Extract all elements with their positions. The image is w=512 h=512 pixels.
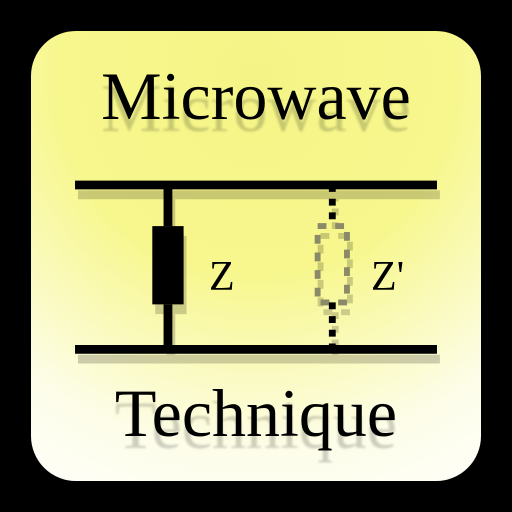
title-bottom: Technique (31, 374, 481, 453)
icon-card: Microwave Microwave Z Z' Technique Techn… (26, 26, 486, 486)
title-top: Microwave (31, 57, 481, 136)
z-box (152, 226, 183, 304)
zprime-label: Z' (371, 253, 404, 301)
circuit-diagram (31, 171, 481, 381)
z-label: Z (209, 253, 235, 301)
